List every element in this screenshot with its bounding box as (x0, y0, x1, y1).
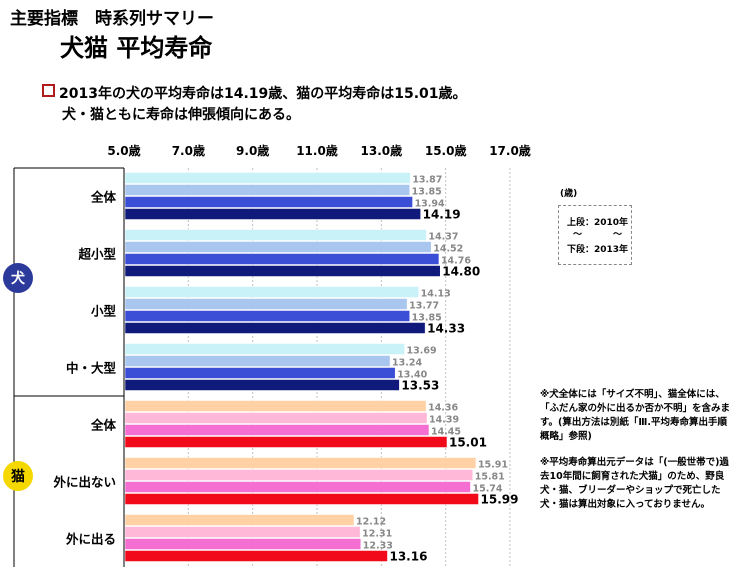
data-label: 14.76 (441, 256, 471, 267)
bar (124, 367, 396, 379)
data-label: 14.37 (428, 232, 458, 243)
data-label: 13.77 (409, 301, 439, 312)
bar (124, 172, 411, 184)
data-label: 13.85 (412, 313, 442, 324)
summary-text-1: 2013年の犬の平均寿命は14.19歳、猫の平均寿命は15.01歳。 (59, 86, 467, 102)
data-label: 13.94 (415, 199, 445, 210)
legend-unit: (歳) (560, 189, 578, 199)
header-subtitle: 主要指標 時系列サマリー (10, 9, 214, 29)
category-label: 全体 (90, 418, 117, 433)
data-label: 13.40 (397, 370, 427, 381)
category-label: 中・大型 (66, 361, 117, 376)
data-label: 12.12 (356, 517, 386, 528)
bar (124, 286, 419, 298)
category-label: 全体 (90, 190, 117, 205)
data-label: 15.91 (478, 460, 508, 471)
legend-box: 上段：2010年 〜 〜 下段：2013年 (558, 205, 632, 265)
bar (124, 229, 427, 241)
data-label: 13.24 (392, 358, 422, 369)
bar (124, 298, 408, 310)
bar (124, 457, 477, 469)
page-title: 犬猫 平均寿命 (60, 34, 213, 62)
cat-badge: 猫 (3, 461, 33, 491)
bar (124, 538, 362, 550)
data-label: 15.99 (481, 493, 519, 507)
data-label: 13.69 (407, 346, 437, 357)
bar (124, 241, 432, 253)
bar (124, 265, 441, 277)
bar (124, 343, 405, 355)
note-2: ※平均寿命算出元データは「(一般世帯で)過去10年間に飼育された犬猫」のため、野… (540, 457, 729, 510)
category-label: 小型 (90, 304, 117, 319)
data-label: 13.85 (412, 187, 442, 198)
bar (124, 526, 361, 538)
bar (124, 469, 473, 481)
data-label: 14.45 (431, 427, 461, 438)
summary-line-2: 犬・猫ともに寿命は伸張傾向にある。 (62, 107, 300, 123)
data-label: 15.81 (475, 472, 505, 483)
data-label: 15.01 (449, 436, 487, 450)
bar (124, 412, 428, 424)
summary-line-1: 2013年の犬の平均寿命は14.19歳、猫の平均寿命は15.01歳。 (42, 84, 467, 104)
legend-tilde-2: 〜 (613, 230, 623, 240)
data-label: 13.87 (412, 175, 442, 186)
data-label: 14.52 (433, 244, 463, 255)
x-tick-label: 9.0歳 (236, 143, 269, 158)
bar (124, 379, 400, 391)
bar (124, 184, 410, 196)
notes: ※犬全体には「サイズ不明」、猫全体には、「ふだん家の外に出るか否か不明」を含みま… (540, 388, 730, 524)
bar (124, 400, 427, 412)
bar (124, 436, 448, 448)
x-tick-label: 7.0歳 (172, 143, 205, 158)
data-label: 14.39 (429, 415, 459, 426)
bar (124, 355, 391, 367)
x-tick-label: 13.0歳 (361, 143, 403, 158)
bar (124, 310, 410, 322)
x-tick-label: 17.0歳 (489, 143, 531, 158)
data-label: 14.36 (428, 403, 458, 414)
dog-badge: 犬 (3, 263, 33, 293)
data-label: 13.53 (401, 379, 439, 393)
data-label: 15.74 (472, 484, 502, 495)
data-label: 14.13 (421, 289, 451, 300)
bar (124, 514, 355, 526)
bar (124, 550, 388, 562)
bar (124, 322, 426, 334)
x-tick-label: 11.0歳 (296, 143, 338, 158)
legend-top: 上段：2010年 (567, 218, 629, 228)
bar (124, 481, 471, 493)
category-label: 外に出る (65, 532, 116, 547)
data-label: 12.33 (363, 541, 393, 552)
bullet-square-icon (42, 84, 55, 97)
data-label: 14.33 (427, 322, 465, 336)
bar (124, 493, 479, 505)
data-label: 14.80 (442, 265, 480, 279)
legend-bottom: 下段：2013年 (567, 245, 629, 255)
x-tick-label: 15.0歳 (425, 143, 467, 158)
legend-tilde-1: 〜 (573, 230, 583, 240)
category-label: 外に出ない (52, 475, 116, 490)
x-tick-label: 5.0歳 (107, 143, 140, 158)
data-label: 12.31 (362, 529, 392, 540)
bar (124, 253, 440, 265)
bar (124, 196, 413, 208)
category-label: 超小型 (77, 247, 116, 262)
data-label: 14.19 (423, 208, 461, 222)
note-1: ※犬全体には「サイズ不明」、猫全体には、「ふだん家の外に出るか否か不明」を含みま… (540, 389, 731, 442)
bar (124, 208, 421, 220)
bar (124, 424, 430, 436)
data-label: 13.16 (389, 550, 427, 564)
